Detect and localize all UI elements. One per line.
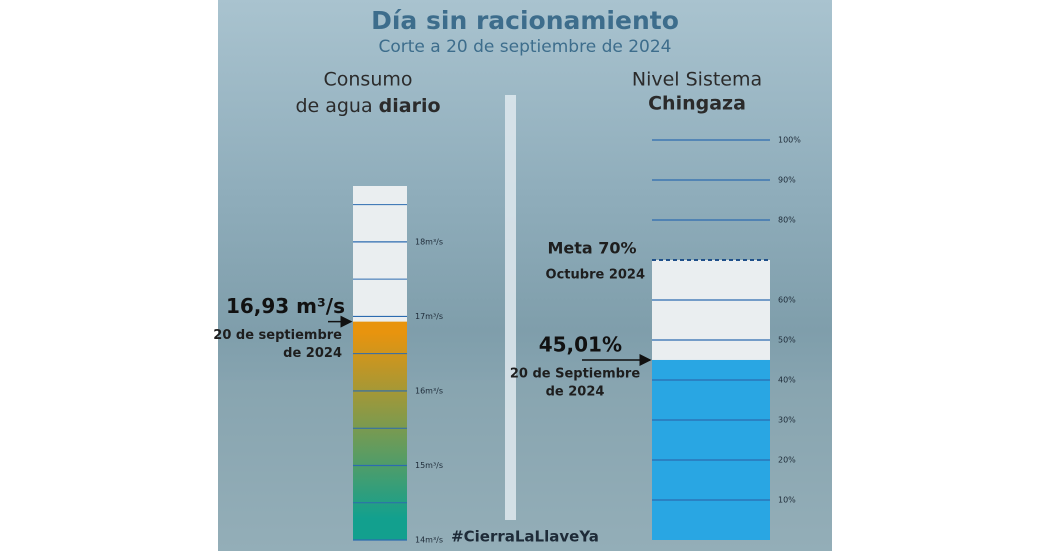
y-tick-label: 90%	[778, 176, 796, 185]
value-label: 16,93 m³/s	[226, 294, 345, 318]
y-tick-label: 100%	[778, 136, 801, 145]
y-tick-label: 30%	[778, 416, 796, 425]
y-tick-label: 80%	[778, 216, 796, 225]
y-tick-label: 60%	[778, 296, 796, 305]
value-annotation: 20 de Septiembre	[510, 366, 641, 381]
value-annotation: 20 de septiembre	[213, 328, 342, 343]
y-tick-label: 14m³/s	[415, 536, 443, 545]
subtitle: Corte a 20 de septiembre de 2024	[378, 37, 671, 57]
y-tick-label: 10%	[778, 496, 796, 505]
y-tick-label: 50%	[778, 336, 796, 345]
panel-title: de agua diario	[295, 95, 440, 117]
panel-title-emphasis: Chingaza	[648, 93, 746, 115]
value-label: 45,01%	[539, 332, 622, 356]
y-tick-label: 15m³/s	[415, 461, 443, 470]
panel-title: Consumo	[323, 69, 412, 91]
panel-title: Nivel Sistema	[632, 69, 762, 91]
hashtag: #CierraLaLlaveYa	[451, 528, 599, 546]
y-tick-label: 18m³/s	[415, 237, 443, 246]
value-annotation: de 2024	[546, 384, 605, 399]
y-tick-label: 17m³/s	[415, 312, 443, 321]
panel-title-emphasis: diario	[379, 95, 441, 117]
y-tick-label: 16m³/s	[415, 386, 443, 395]
title: Día sin racionamiento	[371, 6, 679, 35]
value-annotation: de 2024	[283, 346, 342, 361]
target-sublabel: Octubre 2024	[546, 268, 645, 283]
bar	[652, 359, 770, 540]
y-tick-label: 40%	[778, 376, 796, 385]
divider	[505, 95, 516, 520]
bar	[353, 321, 407, 540]
target-label: Meta 70%	[547, 239, 636, 258]
panel-title: de agua	[295, 95, 372, 117]
y-tick-label: 20%	[778, 456, 796, 465]
